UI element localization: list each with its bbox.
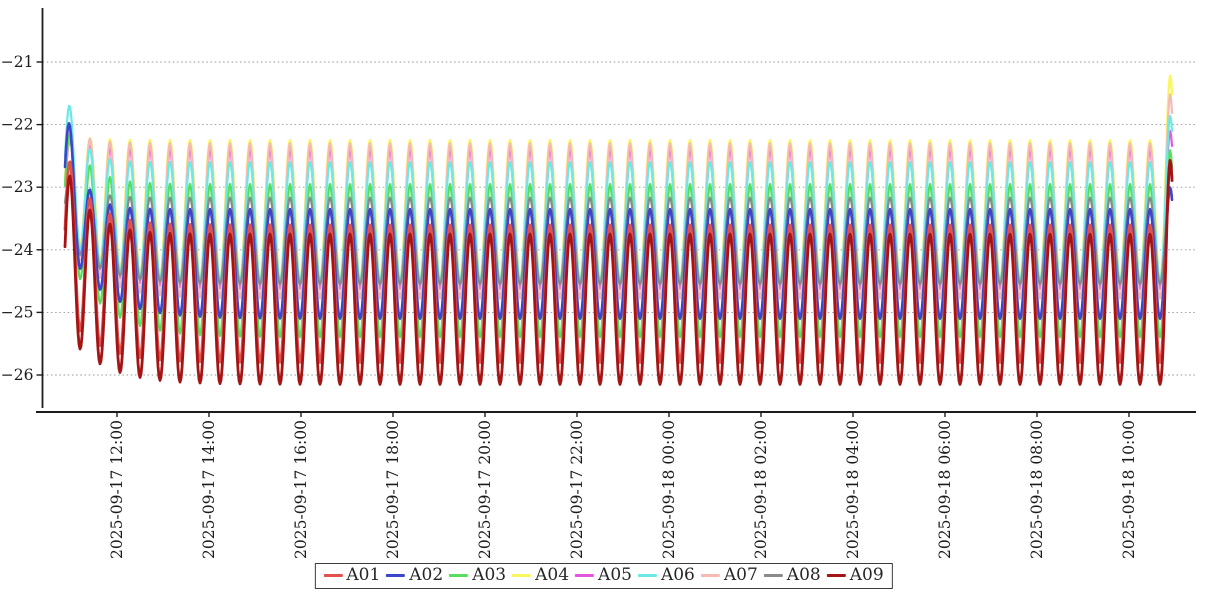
legend-swatch-A06 — [637, 574, 657, 577]
x-tick-label: 2025-09-18 08:00 — [1028, 420, 1046, 559]
y-tick-label: −26 — [1, 366, 34, 384]
legend-swatch-A02 — [386, 574, 406, 577]
x-tick-label: 2025-09-17 22:00 — [568, 420, 586, 559]
x-tick-label: 2025-09-17 12:00 — [108, 420, 126, 559]
legend-item-A02: A02 — [386, 567, 443, 584]
y-tick-label: −25 — [1, 303, 34, 321]
y-tick-label: −24 — [1, 241, 34, 259]
legend-item-A03: A03 — [449, 567, 506, 584]
y-tick-label: −22 — [1, 116, 34, 134]
legend-label: A04 — [535, 565, 570, 585]
x-tick-label: 2025-09-18 10:00 — [1120, 420, 1138, 559]
series-line-A07 — [63, 93, 1174, 300]
legend-swatch-A04 — [512, 574, 532, 577]
legend-label: A02 — [409, 565, 444, 585]
legend-item-A07: A07 — [700, 565, 758, 585]
legend-label: A06 — [660, 565, 695, 585]
legend-item-A01: A01 — [323, 567, 380, 584]
legend-label: A09 — [849, 565, 884, 585]
legend-swatch-A05 — [575, 574, 595, 577]
y-tick-label: −23 — [1, 178, 34, 196]
series-line-A09 — [63, 159, 1174, 386]
x-tick-label: 2025-09-18 06:00 — [936, 420, 954, 559]
legend-item-A05: A05 — [575, 567, 632, 584]
legend-item-A06: A06 — [637, 565, 695, 585]
legend-label: A05 — [598, 565, 632, 585]
x-tick-label: 2025-09-18 00:00 — [660, 420, 678, 559]
x-tick-label: 2025-09-17 18:00 — [384, 420, 402, 559]
legend-item-A08: A08 — [763, 565, 821, 585]
legend-label: A08 — [786, 565, 821, 585]
x-tick-label: 2025-09-17 16:00 — [292, 420, 310, 559]
chart-legend: A01 A02 A03 A04 A05 A06 A07 A08 A09 — [314, 563, 893, 589]
legend-label: A07 — [723, 565, 758, 585]
legend-label: A01 — [346, 565, 381, 585]
legend-swatch-A09 — [826, 574, 846, 577]
legend-swatch-A03 — [449, 574, 469, 577]
x-tick-label: 2025-09-17 14:00 — [200, 420, 218, 559]
legend-label: A03 — [472, 565, 507, 585]
legend-swatch-A07 — [700, 574, 720, 577]
legend-item-A09: A09 — [826, 565, 884, 585]
series-line-A02 — [63, 122, 1174, 321]
series-line-A08 — [63, 174, 1174, 286]
x-tick-label: 2025-09-18 02:00 — [752, 420, 770, 559]
legend-swatch-A01 — [323, 574, 343, 577]
legend-item-A04: A04 — [512, 567, 569, 584]
legend-swatch-A08 — [763, 574, 783, 577]
x-tick-label: 2025-09-17 20:00 — [476, 420, 494, 559]
x-tick-label: 2025-09-18 04:00 — [844, 420, 862, 559]
y-tick-label: −21 — [1, 53, 34, 71]
